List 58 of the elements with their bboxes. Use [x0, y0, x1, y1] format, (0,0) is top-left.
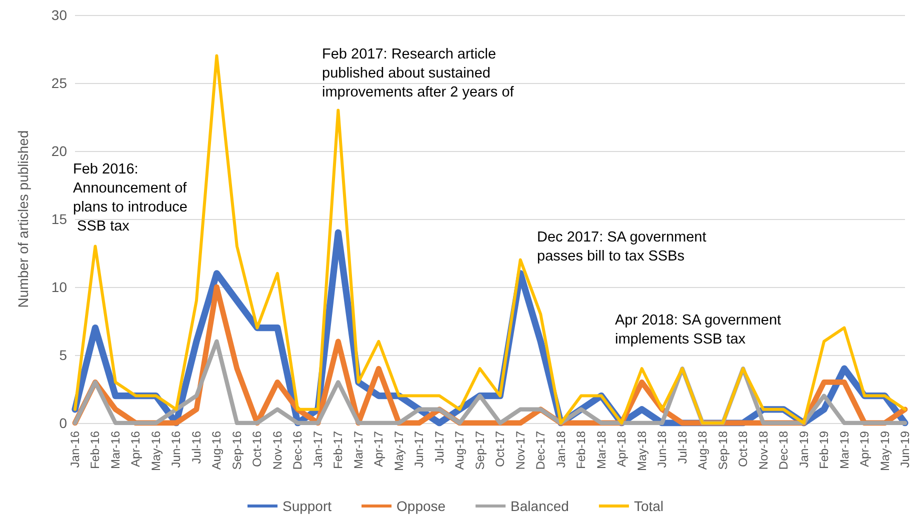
- legend-label: Total: [634, 498, 664, 514]
- annotation: Apr 2018: SA government implements SSB tax: [615, 312, 786, 348]
- x-tick-label: Nov-16: [270, 430, 284, 470]
- x-tick-label: Mar-18: [594, 430, 608, 470]
- x-tick-label: Jan-19: [796, 430, 811, 468]
- y-tick-label: 10: [51, 279, 68, 295]
- x-tick-label: May-17: [392, 430, 406, 472]
- x-tick-label: Aug-18: [696, 430, 710, 470]
- x-tick-label: Dec-18: [776, 430, 791, 470]
- x-tick-label: Jun-17: [412, 430, 426, 468]
- x-tick-label: Jan-18: [554, 430, 568, 468]
- y-tick-label: 15: [51, 211, 68, 227]
- x-tick-label: Jan-16: [68, 430, 82, 468]
- x-tick-label: Feb-19: [817, 430, 832, 470]
- x-tick-label: Jul-16: [189, 430, 204, 464]
- y-tick-label: 30: [51, 7, 68, 23]
- x-tick-label: Jun-16: [169, 430, 184, 468]
- annotation: Feb 2016: Announcement of plans to introduce SSB tax: [73, 162, 191, 234]
- x-tick-label: May-19: [878, 430, 892, 472]
- x-tick-label: Feb-16: [88, 430, 102, 470]
- x-tick-label: Mar-17: [351, 430, 366, 470]
- legend-label: Oppose: [396, 498, 446, 514]
- y-axis-title: Number of articles published: [15, 130, 31, 308]
- x-tick-label: Apr-16: [128, 430, 143, 468]
- x-tick-label: Sep-17: [472, 430, 487, 470]
- annotation: Feb 2017: Research article published about sustained improvements after 2 years of: [322, 46, 515, 100]
- x-tick-label: Nov-17: [513, 430, 528, 470]
- annotation: Dec 2017: SA government passes bill to tax SSBs: [537, 230, 710, 264]
- x-tick-label: May-18: [634, 430, 649, 472]
- x-tick-label: Apr-17: [372, 430, 386, 468]
- x-tick-label: Aug-17: [452, 430, 467, 470]
- x-tick-label: Aug-16: [210, 430, 224, 470]
- x-tick-label: Feb-18: [574, 430, 588, 470]
- x-tick-label: Jul-18: [675, 430, 690, 464]
- legend-label: Support: [282, 498, 332, 514]
- x-tick-label: Oct-16: [250, 430, 264, 468]
- x-tick-label: Apr-19: [858, 430, 872, 468]
- x-tick-label: Apr-18: [614, 430, 629, 468]
- x-tick-label: Nov-18: [756, 430, 770, 470]
- legend-label: Balanced: [510, 498, 569, 514]
- x-tick-label: Sep-16: [230, 430, 244, 470]
- y-tick-label: 0: [59, 415, 68, 431]
- x-tick-label: Dec-17: [534, 430, 548, 470]
- x-tick-label: Jul-17: [432, 430, 446, 464]
- x-tick-label: Mar-16: [108, 430, 122, 470]
- y-tick-label: 25: [51, 75, 68, 91]
- y-tick-label: 20: [51, 143, 68, 159]
- x-tick-label: Feb-17: [331, 430, 346, 470]
- x-tick-label: Jan-17: [310, 430, 325, 468]
- x-tick-label: Jun-18: [655, 430, 670, 468]
- x-tick-label: Sep-18: [716, 430, 730, 470]
- y-tick-label: 5: [59, 347, 68, 363]
- x-tick-label: Jun-19: [898, 430, 911, 468]
- x-tick-label: Oct-17: [493, 430, 508, 468]
- x-tick-label: May-16: [148, 430, 163, 472]
- x-tick-label: Oct-18: [736, 430, 750, 468]
- x-tick-label: Mar-19: [837, 430, 852, 470]
- x-tick-label: Dec-16: [290, 430, 305, 470]
